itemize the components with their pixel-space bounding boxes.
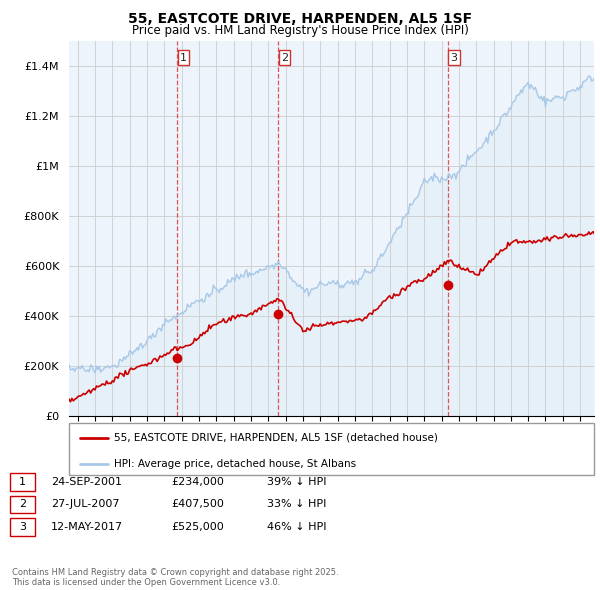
Text: 55, EASTCOTE DRIVE, HARPENDEN, AL5 1SF: 55, EASTCOTE DRIVE, HARPENDEN, AL5 1SF [128, 12, 472, 26]
Text: 1: 1 [180, 53, 187, 63]
Text: 3: 3 [451, 53, 458, 63]
Text: 24-SEP-2001: 24-SEP-2001 [51, 477, 122, 487]
Text: £234,000: £234,000 [171, 477, 224, 487]
FancyBboxPatch shape [69, 423, 594, 475]
Text: £407,500: £407,500 [171, 500, 224, 509]
Text: Price paid vs. HM Land Registry's House Price Index (HPI): Price paid vs. HM Land Registry's House … [131, 24, 469, 37]
Text: £525,000: £525,000 [171, 522, 224, 532]
Text: 46% ↓ HPI: 46% ↓ HPI [267, 522, 326, 532]
Text: 3: 3 [19, 522, 26, 532]
Text: 2: 2 [281, 53, 288, 63]
Text: 1: 1 [19, 477, 26, 487]
Text: 33% ↓ HPI: 33% ↓ HPI [267, 500, 326, 509]
Text: 27-JUL-2007: 27-JUL-2007 [51, 500, 119, 509]
Text: HPI: Average price, detached house, St Albans: HPI: Average price, detached house, St A… [113, 458, 356, 468]
Text: 2: 2 [19, 500, 26, 509]
Text: 39% ↓ HPI: 39% ↓ HPI [267, 477, 326, 487]
Text: 12-MAY-2017: 12-MAY-2017 [51, 522, 123, 532]
Text: 55, EASTCOTE DRIVE, HARPENDEN, AL5 1SF (detached house): 55, EASTCOTE DRIVE, HARPENDEN, AL5 1SF (… [113, 432, 437, 442]
Text: Contains HM Land Registry data © Crown copyright and database right 2025.
This d: Contains HM Land Registry data © Crown c… [12, 568, 338, 587]
